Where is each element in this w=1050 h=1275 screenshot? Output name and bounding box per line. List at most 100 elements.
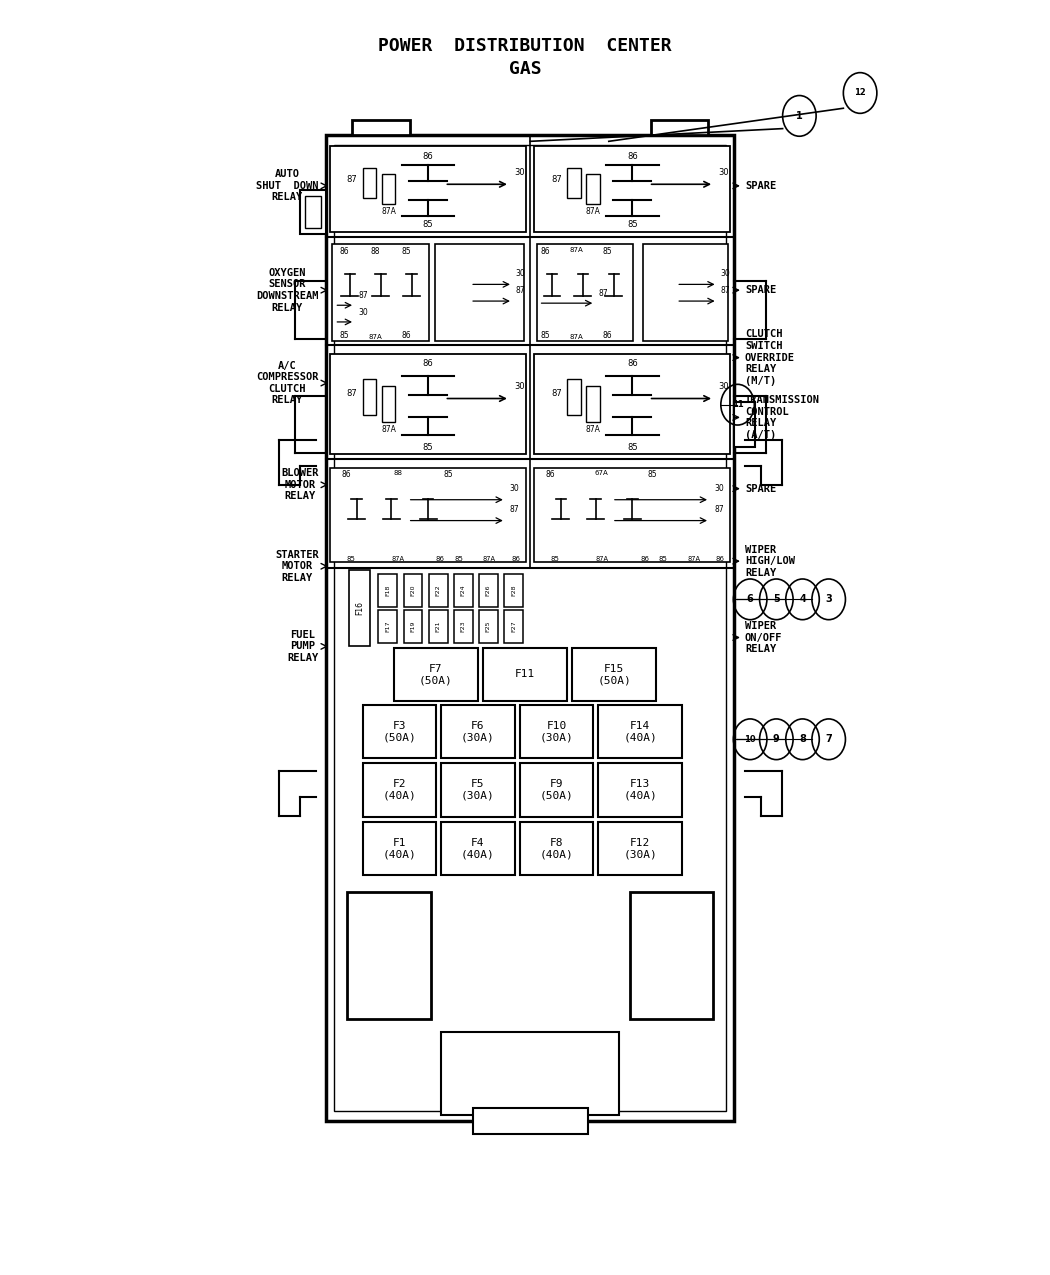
Text: 87: 87: [516, 286, 525, 295]
Bar: [382, 173, 396, 204]
Text: F18: F18: [385, 585, 391, 597]
Text: 85: 85: [627, 442, 637, 451]
Text: FUEL
PUMP
RELAY: FUEL PUMP RELAY: [288, 630, 319, 663]
Text: F11: F11: [514, 669, 536, 680]
Text: 85: 85: [423, 442, 434, 451]
Bar: [534, 147, 730, 232]
Text: F19: F19: [411, 621, 416, 632]
Bar: [403, 609, 422, 643]
Text: 87: 87: [510, 505, 520, 514]
Bar: [504, 609, 523, 643]
Text: F14
(40A): F14 (40A): [624, 720, 657, 742]
Bar: [300, 190, 327, 235]
Bar: [330, 147, 526, 232]
Text: 87: 87: [551, 176, 562, 185]
Text: AUTO
SHUT  DOWN
RELAY: AUTO SHUT DOWN RELAY: [256, 170, 319, 203]
Bar: [382, 386, 396, 422]
Text: 87A: 87A: [570, 334, 584, 340]
Text: F17: F17: [385, 621, 391, 632]
Text: 85: 85: [402, 247, 412, 256]
Text: 85: 85: [340, 330, 350, 340]
Text: 9: 9: [773, 734, 780, 745]
Bar: [572, 648, 656, 701]
Text: 30: 30: [510, 484, 520, 493]
Bar: [598, 764, 683, 817]
Bar: [483, 648, 567, 701]
Text: WIPER
HIGH/LOW
RELAY: WIPER HIGH/LOW RELAY: [744, 544, 795, 578]
Bar: [362, 705, 436, 759]
Bar: [534, 353, 730, 454]
Text: F22: F22: [436, 585, 441, 597]
Bar: [378, 609, 397, 643]
Text: 10: 10: [744, 734, 756, 743]
Text: F27: F27: [511, 620, 516, 632]
Bar: [436, 245, 524, 342]
Text: TRANSMISSION
CONTROL
RELAY
(A/T): TRANSMISSION CONTROL RELAY (A/T): [744, 395, 820, 440]
Text: 87A: 87A: [586, 426, 601, 435]
Bar: [349, 570, 370, 646]
Text: F6
(30A): F6 (30A): [461, 720, 495, 742]
Text: F20: F20: [411, 585, 416, 597]
Text: SPARE: SPARE: [744, 286, 776, 296]
Text: 88: 88: [393, 469, 402, 476]
Bar: [334, 145, 726, 1111]
Text: F23: F23: [461, 620, 466, 632]
Text: 30: 30: [358, 307, 367, 317]
Text: 30: 30: [513, 167, 525, 177]
Bar: [403, 574, 422, 607]
Text: 87A: 87A: [586, 208, 601, 217]
Text: F10
(30A): F10 (30A): [540, 720, 573, 742]
Text: 87A: 87A: [381, 426, 396, 435]
Text: F12
(30A): F12 (30A): [624, 838, 657, 859]
Bar: [520, 705, 593, 759]
Text: 86: 86: [716, 556, 724, 562]
Text: 86: 86: [541, 247, 550, 256]
Bar: [330, 353, 526, 454]
Text: SPARE: SPARE: [744, 181, 776, 191]
Bar: [520, 822, 593, 876]
Text: CLUTCH
SWITCH
OVERRIDE
RELAY
(M/T): CLUTCH SWITCH OVERRIDE RELAY (M/T): [744, 329, 795, 386]
Text: 67A: 67A: [595, 469, 609, 476]
Text: 1: 1: [796, 111, 803, 121]
Text: 30: 30: [516, 269, 525, 278]
Text: 86: 86: [436, 556, 445, 562]
Bar: [306, 196, 321, 228]
Text: F4
(40A): F4 (40A): [461, 838, 495, 859]
Bar: [504, 574, 523, 607]
Bar: [651, 120, 709, 135]
Text: OXYGEN
SENSOR
DOWNSTREAM
RELAY: OXYGEN SENSOR DOWNSTREAM RELAY: [256, 268, 319, 312]
Bar: [362, 822, 436, 876]
Text: 4: 4: [799, 594, 806, 604]
Text: A/C
COMPRESSOR
CLUTCH
RELAY: A/C COMPRESSOR CLUTCH RELAY: [256, 361, 319, 405]
Text: 86: 86: [340, 247, 350, 256]
Text: 85: 85: [658, 556, 668, 562]
Text: 30: 30: [718, 382, 729, 391]
Text: 87: 87: [598, 289, 608, 298]
Bar: [428, 609, 447, 643]
Bar: [428, 574, 447, 607]
Text: 86: 86: [627, 152, 637, 161]
Text: F21: F21: [436, 621, 441, 632]
Text: F8
(40A): F8 (40A): [540, 838, 573, 859]
Text: 6: 6: [747, 594, 754, 604]
Text: F9
(50A): F9 (50A): [540, 779, 573, 801]
Bar: [454, 574, 473, 607]
Bar: [363, 168, 376, 198]
Text: 87A: 87A: [687, 556, 700, 562]
Bar: [643, 245, 728, 342]
Text: WIPER
ON/OFF
RELAY: WIPER ON/OFF RELAY: [744, 621, 782, 654]
Bar: [362, 764, 436, 817]
Text: POWER  DISTRIBUTION  CENTER: POWER DISTRIBUTION CENTER: [378, 37, 672, 55]
Bar: [520, 764, 593, 817]
Text: F16: F16: [355, 602, 364, 616]
Bar: [441, 822, 514, 876]
Text: 87A: 87A: [381, 208, 396, 217]
Bar: [630, 892, 714, 1019]
Text: BLOWER
MOTOR
RELAY: BLOWER MOTOR RELAY: [281, 468, 319, 501]
Text: F26: F26: [486, 585, 490, 597]
Text: 30: 30: [720, 269, 730, 278]
Text: 7: 7: [825, 734, 832, 745]
Text: 87: 87: [551, 389, 562, 398]
Text: F13
(40A): F13 (40A): [624, 779, 657, 801]
Text: F3
(50A): F3 (50A): [382, 720, 416, 742]
